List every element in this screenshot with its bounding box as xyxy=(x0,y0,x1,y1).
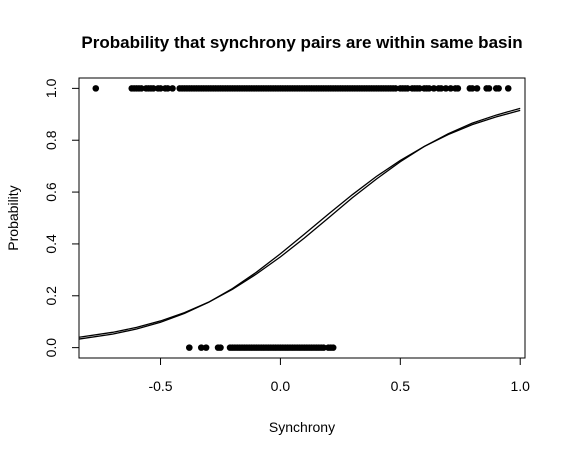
data-point xyxy=(217,344,224,351)
y-axis-label: Probability xyxy=(5,185,21,250)
y-axis: 0.0 0.2 0.4 0.6 0.8 1.0 xyxy=(43,78,80,358)
y-tick-label: 0.8 xyxy=(43,130,59,150)
data-point xyxy=(442,85,450,92)
x-tick-label: 0.0 xyxy=(271,378,291,394)
data-point xyxy=(404,85,411,92)
x-tick-label: 1.0 xyxy=(510,378,530,394)
data-point xyxy=(92,85,100,92)
fitted-curves xyxy=(78,107,521,340)
data-point xyxy=(454,85,462,92)
data-point xyxy=(202,344,210,351)
y-tick-label: 1.0 xyxy=(43,78,59,98)
data-point xyxy=(157,85,164,92)
data-points xyxy=(92,85,512,351)
x-tick-label: 0.5 xyxy=(391,378,411,394)
fitted-curve-line xyxy=(78,109,521,340)
x-axis: -0.5 0.0 0.5 1.0 xyxy=(148,357,530,394)
data-point xyxy=(164,85,172,92)
data-point xyxy=(320,344,327,351)
data-point xyxy=(468,85,476,92)
data-point xyxy=(437,85,445,92)
data-point xyxy=(416,85,423,92)
data-point xyxy=(392,85,399,92)
data-point xyxy=(495,85,502,92)
chart-title: Probability that synchrony pairs are wit… xyxy=(81,33,522,52)
y-tick-label: 0.6 xyxy=(43,182,59,202)
x-axis-label: Synchrony xyxy=(269,419,335,435)
data-point xyxy=(329,344,337,351)
data-point xyxy=(485,85,493,92)
data-point xyxy=(447,85,454,92)
data-point xyxy=(169,85,176,92)
data-point xyxy=(186,344,193,351)
fitted-curve-line xyxy=(78,107,521,338)
data-point xyxy=(197,344,205,351)
data-point xyxy=(425,85,433,92)
y-tick-label: 0.2 xyxy=(43,286,59,306)
data-point xyxy=(138,85,145,92)
data-point xyxy=(150,85,157,92)
y-tick-label: 0.4 xyxy=(43,234,59,254)
y-tick-label: 0.0 xyxy=(43,338,59,358)
data-point xyxy=(430,85,438,92)
data-point xyxy=(504,85,512,92)
x-tick-label: -0.5 xyxy=(148,378,172,394)
data-point xyxy=(473,85,481,92)
